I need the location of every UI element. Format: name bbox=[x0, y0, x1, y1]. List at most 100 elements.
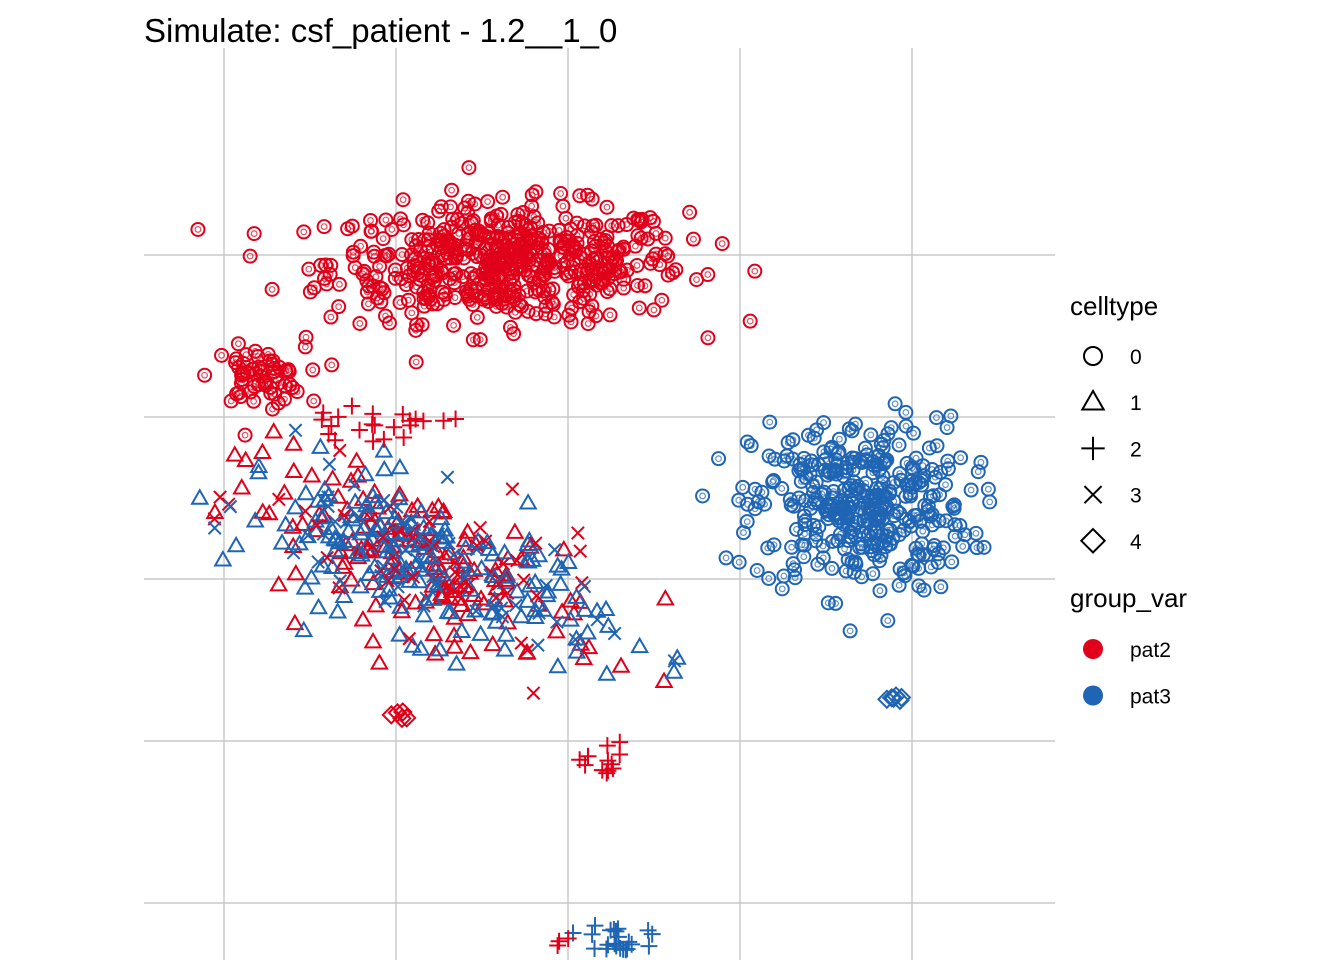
point-core-0-465 bbox=[250, 230, 258, 237]
point-core-0-484 bbox=[623, 221, 631, 228]
point-2-21 bbox=[940, 461, 956, 477]
point-2-339 bbox=[731, 554, 747, 570]
point-core-0-315 bbox=[664, 252, 672, 260]
point-9-50 bbox=[610, 928, 627, 946]
point-2-69 bbox=[938, 513, 954, 529]
point-2-261 bbox=[743, 438, 759, 454]
point-0-106 bbox=[331, 299, 347, 315]
point-3-31 bbox=[347, 451, 367, 468]
point-core-0-404 bbox=[382, 216, 390, 224]
point-core-2-240 bbox=[901, 572, 909, 580]
point-2-345 bbox=[872, 481, 888, 497]
point-core-2-281 bbox=[828, 565, 836, 572]
point-core-2-347 bbox=[896, 470, 904, 478]
point-core-0-332 bbox=[373, 294, 381, 302]
point-2-216 bbox=[973, 454, 989, 470]
point-core-2-202 bbox=[915, 582, 923, 590]
point-core-2-354 bbox=[890, 479, 897, 486]
point-core-2-292 bbox=[743, 438, 751, 446]
point-core-0-489 bbox=[492, 244, 500, 252]
point-1-8 bbox=[197, 367, 213, 383]
point-6-19 bbox=[483, 568, 498, 583]
point-core-0-356 bbox=[496, 292, 504, 299]
point-3-128 bbox=[274, 483, 294, 500]
point-core-2-123 bbox=[814, 560, 822, 568]
point-1-39 bbox=[214, 347, 230, 363]
point-2-183 bbox=[924, 517, 940, 533]
point-core-0-79 bbox=[693, 276, 700, 284]
point-core-0-470 bbox=[452, 254, 460, 262]
point-core-2-239 bbox=[961, 531, 969, 539]
point-4-56 bbox=[471, 624, 491, 641]
point-0-196 bbox=[742, 313, 758, 329]
point-2-292 bbox=[739, 434, 755, 450]
point-core-2-204 bbox=[937, 583, 945, 591]
point-6-26 bbox=[404, 512, 418, 527]
point-6-58 bbox=[437, 566, 451, 580]
point-core-0-62 bbox=[633, 262, 641, 269]
point-core-0-507 bbox=[518, 256, 526, 264]
point-12-2 bbox=[387, 702, 408, 723]
point-0-348 bbox=[460, 288, 476, 304]
point-0-382 bbox=[546, 260, 562, 276]
point-core-2-345 bbox=[876, 485, 884, 493]
point-2-276 bbox=[927, 469, 943, 485]
point-0-432 bbox=[586, 234, 602, 250]
point-core-0-372 bbox=[460, 254, 468, 262]
point-core-0-487 bbox=[425, 292, 433, 300]
point-2-343 bbox=[880, 613, 896, 629]
point-1-40 bbox=[281, 363, 297, 379]
point-7-2 bbox=[313, 411, 331, 429]
point-4-111 bbox=[276, 514, 296, 532]
point-2-331 bbox=[926, 538, 942, 554]
point-4-134 bbox=[308, 491, 328, 508]
point-2-338 bbox=[828, 466, 844, 482]
point-core-0-499 bbox=[620, 246, 628, 253]
point-7-1 bbox=[364, 432, 382, 450]
point-9-25 bbox=[639, 921, 657, 939]
point-core-2-276 bbox=[931, 473, 939, 481]
point-4-58 bbox=[190, 488, 210, 505]
point-core-0-436 bbox=[532, 188, 540, 196]
point-core-2-161 bbox=[912, 454, 920, 462]
point-5-59 bbox=[422, 534, 437, 548]
point-0-380 bbox=[480, 194, 496, 210]
point-core-0-417 bbox=[435, 207, 443, 215]
point-core-0-383 bbox=[425, 259, 432, 267]
point-core-0-387 bbox=[419, 216, 427, 224]
point-6-25 bbox=[328, 514, 343, 529]
point-core-0-518 bbox=[510, 330, 518, 338]
point-2-162 bbox=[797, 526, 813, 542]
point-6-29 bbox=[607, 626, 622, 641]
point-core-0-464 bbox=[608, 255, 616, 262]
point-0-218 bbox=[685, 231, 701, 247]
point-core-0-433 bbox=[458, 220, 466, 227]
point-0-495 bbox=[538, 306, 554, 322]
point-2-281 bbox=[824, 560, 840, 576]
point-4-37 bbox=[285, 497, 305, 515]
point-core-2-309 bbox=[910, 429, 917, 437]
point-core-2-216 bbox=[977, 458, 985, 466]
point-core-2-320 bbox=[845, 484, 853, 492]
point-core-2-222 bbox=[845, 425, 853, 433]
point-core-2-344 bbox=[948, 558, 956, 566]
point-core-2-293 bbox=[950, 504, 958, 512]
point-0-489 bbox=[488, 240, 504, 256]
point-core-2-327 bbox=[843, 514, 851, 522]
point-7-10 bbox=[395, 429, 413, 446]
point-4-107 bbox=[245, 511, 265, 528]
point-0-21 bbox=[469, 309, 485, 325]
point-2-293 bbox=[946, 500, 962, 516]
point-core-0-255 bbox=[487, 215, 495, 223]
point-2-351 bbox=[793, 473, 809, 489]
point-2-275 bbox=[783, 497, 799, 513]
point-core-2-282 bbox=[861, 509, 869, 516]
point-core-0-310 bbox=[669, 269, 676, 277]
point-0-405 bbox=[506, 277, 522, 293]
point-0-263 bbox=[363, 212, 379, 228]
point-3-82 bbox=[390, 484, 410, 502]
point-3-8 bbox=[353, 610, 373, 627]
point-0-398 bbox=[558, 266, 574, 282]
point-6-35 bbox=[429, 579, 444, 594]
legend-key-celltype-2 bbox=[1081, 436, 1105, 461]
